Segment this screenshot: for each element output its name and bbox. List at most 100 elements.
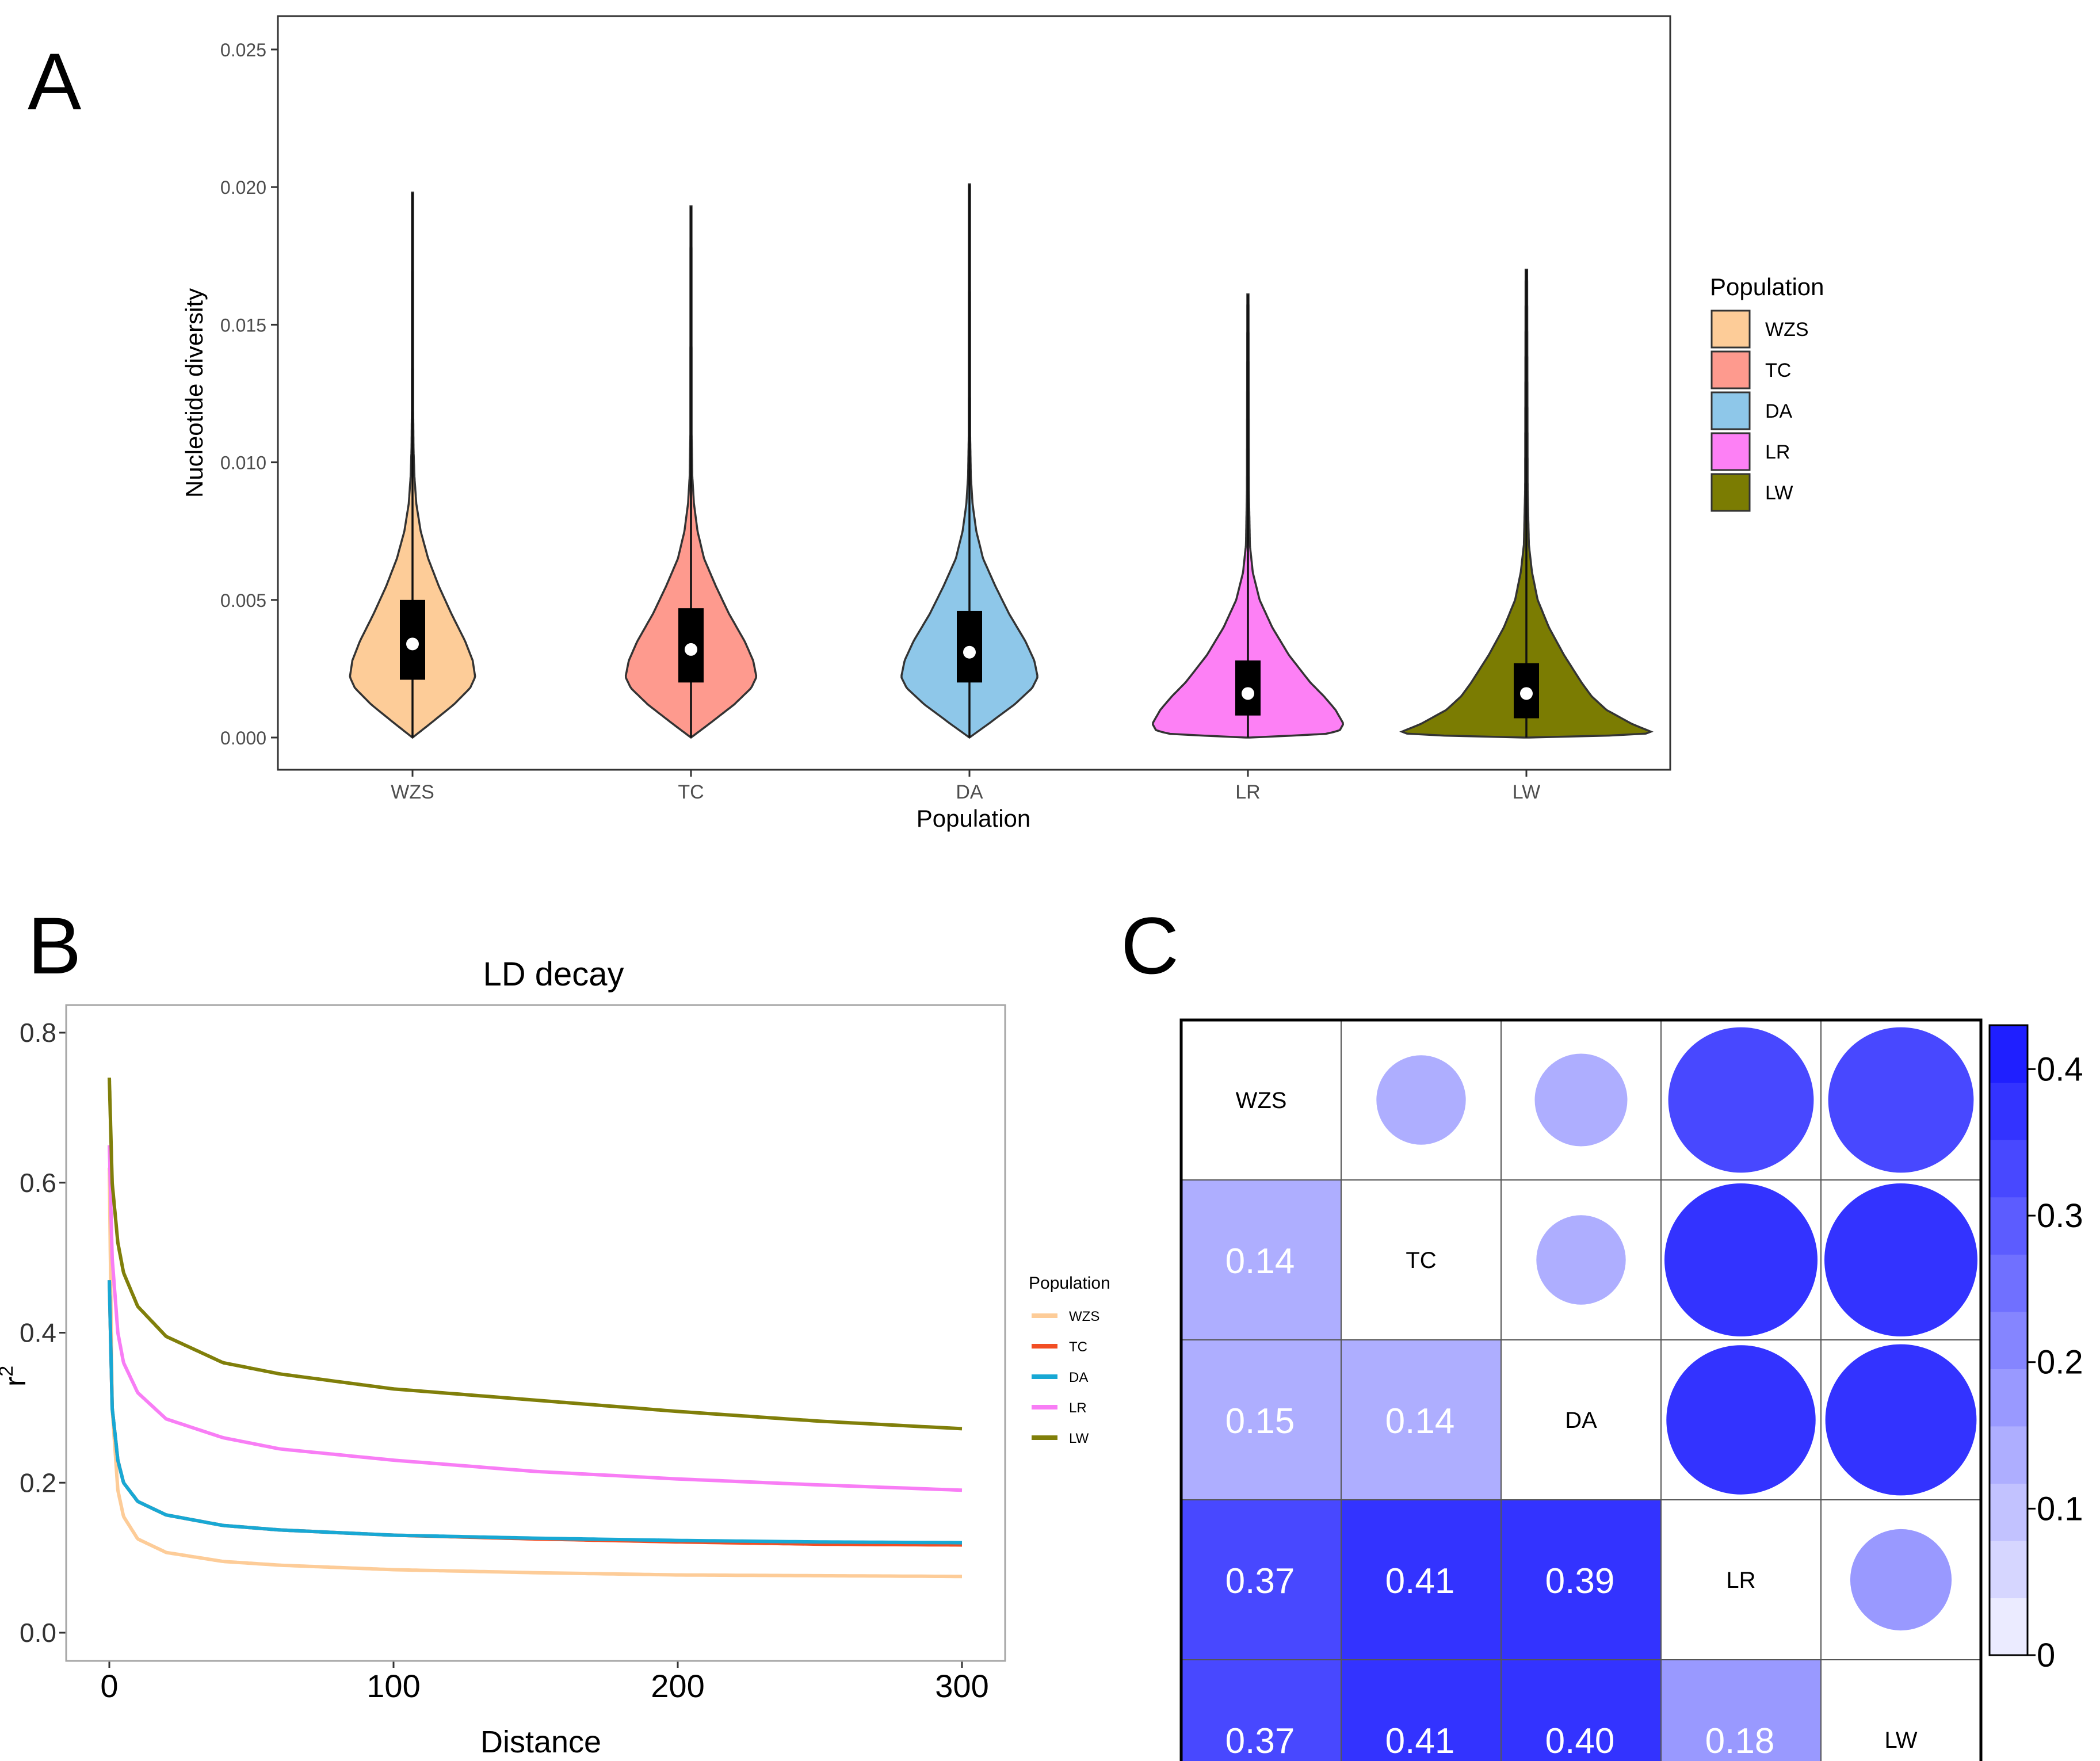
panel-b-lines [108,1076,963,1579]
colorbar-step [1990,1311,2028,1369]
matrix-cell: 0.18 [1660,1659,1822,1761]
matrix-cell-fill [1341,1179,1502,1340]
panel-a-ytick-label: 0.005 [220,590,266,611]
panel-a-xtick-label: WZS [391,781,434,803]
ld-line-wzs [108,1166,962,1579]
matrix-cell-value: 0.40 [1545,1721,1615,1761]
panel-b-ylabel: r2 [0,1366,32,1386]
matrix-circle [1376,1055,1466,1145]
panel-a-legend-title: Population [1710,273,1824,300]
panel-a-xtick-label: DA [956,781,983,803]
matrix-diagonal-label: WZS [1236,1088,1287,1113]
matrix-cell: 0.37 [1181,1499,1342,1660]
panel-a-xlabel: Population [917,805,1031,832]
legend-label-da: DA [1765,400,1793,422]
panel-c-label: C [1121,900,1179,991]
panel-a-ytick-label: 0.015 [220,315,266,335]
matrix-diagonal-label: DA [1565,1408,1597,1433]
panel-b: B LD decay 0.0 0.2 0.4 0.6 0.8 0 100 200 300 Dis… [0,900,1110,1759]
violin-wzs [349,192,476,739]
matrix-cell: 0.40 [1500,1659,1662,1761]
matrix-cell [1820,1499,1981,1660]
matrix-cell-value: 0.41 [1385,1561,1455,1601]
matrix-cell: 0.15 [1181,1339,1342,1500]
panel-a-ytick-label: 0.000 [220,728,266,748]
legend-label-wzs: WZS [1069,1309,1099,1324]
matrix-cell-fill [1181,1339,1342,1500]
legend-label-lr: LR [1765,441,1790,463]
panel-a-xtick-label: LW [1513,781,1540,803]
panel-a: A 0.000 0.005 0.010 0.015 0.020 0.025 WZS TC DA L… [28,15,1824,832]
legend-label-tc: TC [1765,360,1791,381]
matrix-cell-value: 0.14 [1225,1242,1295,1281]
panel-b-ytick-label: 0.2 [20,1468,56,1498]
matrix-cell [1500,1179,1662,1340]
colorbar-tick-label: 0.1 [2037,1490,2083,1527]
violin-lw [1399,268,1654,739]
colorbar-step [1990,1025,2028,1083]
panel-b-xtick-label: 100 [366,1668,420,1704]
ld-line-da [108,1278,963,1545]
matrix-cell-fill [1341,1659,1502,1761]
panel-a-ytick-label: 0.025 [220,40,266,60]
panel-b-ylabel-main: r [0,1377,32,1386]
colorbar-step [1990,1254,2028,1312]
legend-key-tc [1710,350,1751,389]
legend-label-lw: LW [1069,1431,1089,1446]
matrix-cell-value: 0.37 [1225,1561,1295,1601]
legend-label-wzs: WZS [1765,319,1809,341]
panel-b-ytick-label: 0.4 [20,1318,56,1348]
panel-c-colorbar: 0 0.1 0.2 0.3 0.4 [1988,1024,2083,1674]
matrix-cell-value: 0.37 [1225,1721,1295,1761]
colorbar-tick-label: 0.3 [2037,1197,2083,1235]
matrix-cell [1660,1019,1822,1181]
matrix-cell-value: 0.18 [1705,1721,1775,1761]
panel-b-xtick-label: 300 [935,1668,988,1704]
colorbar-step [1990,1540,2028,1599]
matrix-cell-fill [1500,1499,1662,1660]
panel-b-plot-border [65,1004,1006,1662]
panel-b-title: LD decay [483,956,624,993]
matrix-diagonal-label: TC [1406,1248,1436,1273]
panel-c-matrix: WZS 0.14 TC 0.15 0.14 DA 0.37 0.41 0.39 LR 0.37 0.4… [1179,1018,1983,1761]
matrix-cell [1660,1179,1822,1340]
legend-key-lr [1710,432,1751,471]
matrix-circle [1664,1183,1818,1336]
panel-b-legend: Population WZS TC DA LR LW [1029,1274,1110,1446]
matrix-cell: LR [1660,1499,1822,1660]
panel-b-legend-title: Population [1029,1274,1110,1293]
panel-b-ylabel-sup: 2 [0,1366,17,1377]
colorbar-tick-label: 0 [2037,1637,2055,1674]
matrix-cell [1660,1339,1822,1500]
matrix-cell-fill [1341,1339,1502,1500]
panel-a-xtick-label: TC [678,781,704,803]
ld-line-lw [108,1076,963,1431]
panel-a-violins [349,183,1654,739]
matrix-cell-fill [1181,1659,1342,1761]
matrix-cell-fill [1341,1499,1502,1660]
panel-a-axis: 0.000 0.005 0.010 0.015 0.020 0.025 WZS TC DA LR L… [220,40,1540,803]
colorbar-step [1990,1197,2028,1255]
matrix-cell: 0.41 [1341,1499,1502,1660]
matrix-cell-value: 0.15 [1225,1401,1295,1441]
panel-a-ytick-label: 0.010 [220,453,266,473]
matrix-circle [1668,1027,1814,1173]
panel-b-label: B [28,900,81,991]
colorbar-tick-label: 0.2 [2037,1344,2083,1381]
panel-a-xtick-label: LR [1235,781,1260,803]
panel-b-xtick-label: 0 [100,1668,118,1704]
colorbar-step [1990,1598,2028,1656]
matrix-circle [1850,1529,1952,1631]
matrix-cell [1500,1019,1662,1181]
matrix-diagonal-label: LR [1726,1568,1755,1593]
ld-line-lr [108,1143,963,1492]
panel-b-ytick-label: 0.6 [20,1168,56,1198]
matrix-circle [1536,1215,1626,1305]
panel-b-xlabel: Distance [480,1725,601,1759]
legend-key-wzs [1710,310,1751,349]
matrix-cell: 0.14 [1181,1179,1342,1340]
matrix-diagonal-label: LW [1884,1728,1917,1753]
matrix-cell: TC [1341,1179,1502,1340]
colorbar-border [1988,1024,2029,1656]
matrix-cell-fill [1181,1179,1342,1340]
